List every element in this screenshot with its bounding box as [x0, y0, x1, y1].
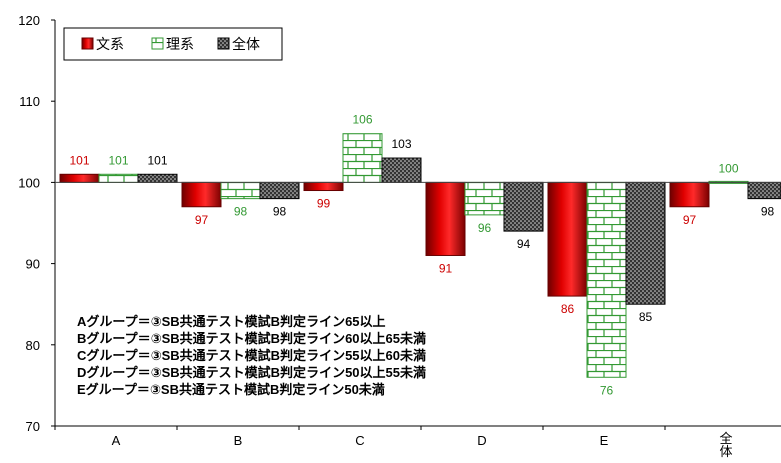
y-tick-label: 90 — [26, 257, 40, 272]
legend: 文系 理系 全体 — [63, 27, 283, 61]
legend-swatch-全体 — [217, 37, 230, 50]
data-label: 98 — [234, 205, 248, 219]
data-label: 99 — [317, 197, 331, 211]
bar-理系-C — [342, 133, 383, 183]
bar-理系-E — [586, 181, 627, 378]
bar-理系-D — [464, 181, 505, 216]
bars-group — [59, 133, 781, 378]
bar-全体-B — [259, 181, 300, 200]
x-tick-label: E — [600, 433, 609, 448]
bar-文系-C — [303, 181, 344, 192]
data-label: 97 — [683, 213, 697, 227]
annotation-line: Dグループ＝③SB共通テスト模試B判定ライン50以上55未満 — [77, 365, 426, 380]
bar-全体-全体 — [747, 181, 781, 200]
data-label: 101 — [147, 153, 167, 167]
annotation-text: Aグループ＝③SB共通テスト模試B判定ライン65以上 Bグループ＝③SB共通テスト… — [77, 314, 426, 397]
data-label: 94 — [517, 237, 531, 251]
legend-label: 理系 — [166, 36, 194, 52]
data-label: 91 — [439, 261, 453, 275]
x-tick-label: 全体 — [719, 431, 732, 459]
bar-理系-B — [220, 181, 261, 200]
bar-全体-C — [381, 157, 422, 183]
data-label: 106 — [352, 113, 372, 127]
data-label: 85 — [639, 310, 653, 324]
data-label: 100 — [718, 161, 738, 175]
data-label: 101 — [108, 153, 128, 167]
bar-文系-全体 — [669, 181, 710, 208]
data-label: 103 — [391, 137, 411, 151]
data-label: 96 — [478, 221, 492, 235]
data-label: 86 — [561, 302, 575, 316]
bar-全体-E — [625, 181, 666, 305]
legend-box — [63, 27, 283, 61]
annotation-line: Eグループ＝③SB共通テスト模試B判定ライン50未満 — [77, 382, 385, 397]
x-tick-label: C — [355, 433, 364, 448]
y-tick-label: 110 — [19, 94, 40, 109]
annotation-line: Bグループ＝③SB共通テスト模試B判定ライン60以上65未満 — [77, 331, 426, 346]
annotation-line: Aグループ＝③SB共通テスト模試B判定ライン65以上 — [77, 314, 386, 329]
y-tick-label: 70 — [26, 419, 40, 434]
bar-文系-B — [181, 181, 222, 208]
x-tick-label: D — [477, 433, 486, 448]
data-label: 101 — [69, 153, 89, 167]
bar-文系-E — [547, 181, 588, 297]
data-label: 98 — [273, 205, 287, 219]
annotation-line: Cグループ＝③SB共通テスト模試B判定ライン55以上60未満 — [77, 348, 426, 363]
legend-swatch-理系 — [151, 37, 164, 50]
data-labels-group: 101 101 101 97 98 98 99 106 103 91 96 94 86 76 85 97 100… — [69, 113, 774, 398]
bar-文系-D — [425, 181, 466, 256]
y-axis-ticks: 70 80 90 100 110 120 — [18, 13, 55, 434]
bar-理系-A — [98, 173, 139, 183]
x-tick-label: A — [112, 433, 121, 448]
bar-全体-A — [137, 173, 178, 183]
x-axis-ticks: A B C D E 全体 — [54, 426, 733, 459]
legend-label: 全体 — [232, 36, 260, 52]
legend-label: 文系 — [96, 36, 124, 52]
bar-文系-A — [59, 173, 100, 183]
y-tick-label: 80 — [26, 338, 40, 353]
y-tick-label: 100 — [18, 175, 40, 190]
data-label: 76 — [600, 383, 614, 397]
bar-全体-D — [503, 181, 544, 232]
x-tick-label: B — [234, 433, 243, 448]
data-label: 98 — [761, 205, 775, 219]
data-label: 97 — [195, 213, 209, 227]
y-tick-label: 120 — [18, 13, 40, 28]
legend-swatch-文系 — [81, 37, 94, 50]
